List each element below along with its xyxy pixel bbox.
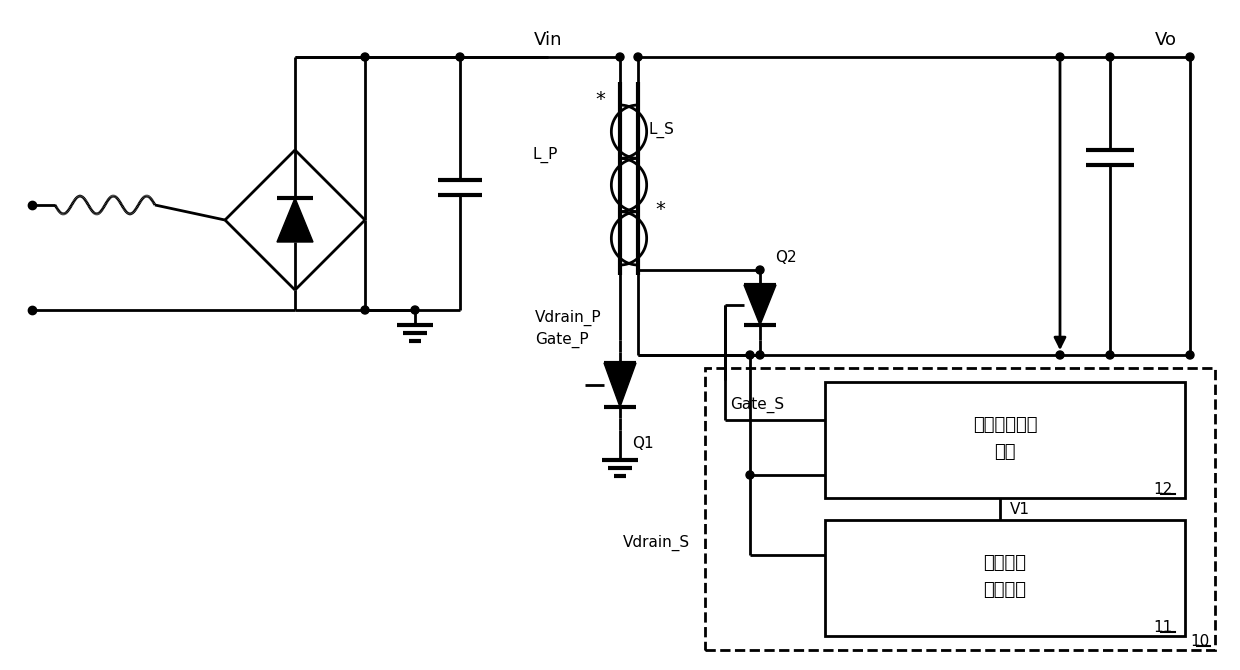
Text: Vo: Vo xyxy=(1154,31,1177,49)
Text: 电路: 电路 xyxy=(994,443,1016,461)
Circle shape xyxy=(746,351,754,359)
Text: L_S: L_S xyxy=(649,122,673,138)
Text: Gate_S: Gate_S xyxy=(730,397,784,413)
Bar xyxy=(825,520,1185,636)
Circle shape xyxy=(634,53,642,61)
Text: 10: 10 xyxy=(1190,634,1210,649)
Circle shape xyxy=(1056,53,1064,61)
Text: L_P: L_P xyxy=(533,147,558,163)
Circle shape xyxy=(1056,351,1064,359)
Bar xyxy=(825,382,1185,498)
Text: Vin: Vin xyxy=(533,31,562,49)
Circle shape xyxy=(756,266,764,274)
Circle shape xyxy=(756,351,764,359)
Text: 产生电路: 产生电路 xyxy=(983,581,1027,599)
Circle shape xyxy=(410,306,419,314)
Circle shape xyxy=(1106,351,1114,359)
Text: 同步整流控制: 同步整流控制 xyxy=(972,416,1037,434)
Polygon shape xyxy=(744,285,776,325)
Text: 第一电压: 第一电压 xyxy=(983,554,1027,572)
Text: Vdrain_S: Vdrain_S xyxy=(622,535,689,551)
Circle shape xyxy=(1185,351,1194,359)
Circle shape xyxy=(746,471,754,479)
Circle shape xyxy=(1185,53,1194,61)
Circle shape xyxy=(361,53,370,61)
Circle shape xyxy=(456,53,464,61)
Circle shape xyxy=(1106,53,1114,61)
Text: 12: 12 xyxy=(1153,482,1173,498)
Text: V1: V1 xyxy=(1011,502,1030,517)
Polygon shape xyxy=(277,198,312,242)
Polygon shape xyxy=(604,363,636,407)
Text: 11: 11 xyxy=(1153,620,1173,636)
Text: *: * xyxy=(655,200,665,220)
Text: Q1: Q1 xyxy=(632,436,653,450)
Circle shape xyxy=(616,53,624,61)
Text: Gate_P: Gate_P xyxy=(534,332,589,348)
Circle shape xyxy=(361,306,370,314)
Bar xyxy=(706,368,1215,650)
Text: Vdrain_P: Vdrain_P xyxy=(534,310,601,326)
Text: Q2: Q2 xyxy=(775,251,796,265)
Text: *: * xyxy=(595,90,605,109)
